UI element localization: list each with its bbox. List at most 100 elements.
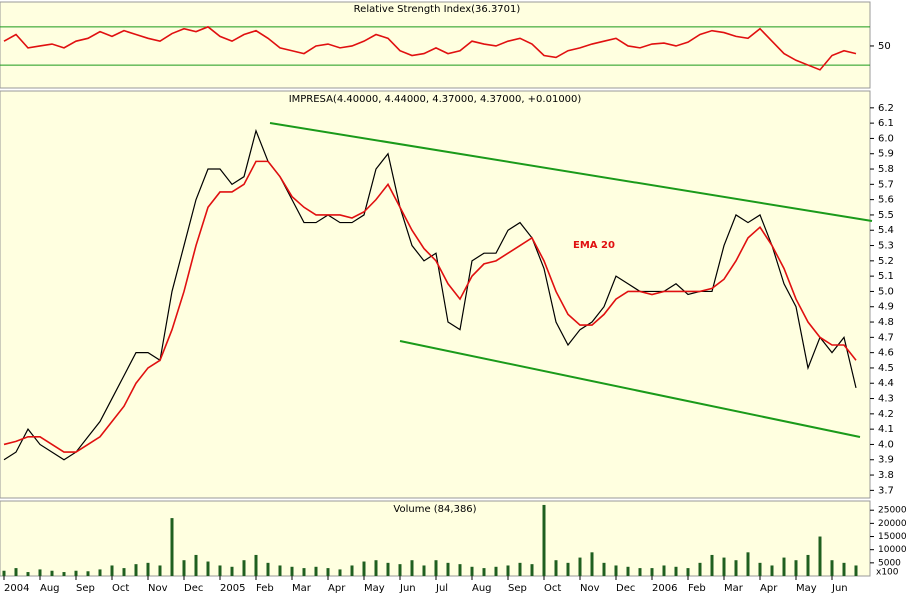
volume-bar xyxy=(134,564,138,576)
y-tick-label: 10000 xyxy=(878,545,907,555)
x-tick-label: May xyxy=(796,583,817,594)
volume-bar xyxy=(182,560,186,576)
volume-bar xyxy=(266,562,270,576)
volume-bar xyxy=(194,554,198,576)
series-line xyxy=(3,160,857,453)
volume-bar xyxy=(326,568,330,576)
y-tick-label: 5.2 xyxy=(878,256,894,267)
y-tick-label: 4.1 xyxy=(878,424,894,435)
volume-bar xyxy=(38,569,42,576)
trendline xyxy=(399,340,861,438)
volume-bar xyxy=(770,565,774,576)
volume-bar xyxy=(854,565,858,576)
y-tick-label: 25000 xyxy=(878,506,907,516)
volume-bar xyxy=(674,566,678,576)
y-tick-label: 3.8 xyxy=(878,470,894,481)
y-tick-label: 4.3 xyxy=(878,394,894,405)
volume-bar xyxy=(758,562,762,576)
volume-bar xyxy=(470,566,474,576)
volume-bar xyxy=(434,560,438,576)
x-tick-label: Apr xyxy=(760,583,778,594)
volume-bar xyxy=(74,570,78,576)
volume-bar xyxy=(374,560,378,576)
price-title: IMPRESA(4.40000, 4.44000, 4.37000, 4.370… xyxy=(289,94,582,105)
volume-bar xyxy=(722,557,726,576)
volume-bar xyxy=(530,564,534,576)
trendline xyxy=(269,122,873,222)
volume-bar xyxy=(578,557,582,576)
volume-bar xyxy=(350,565,354,576)
x-tick-label: Apr xyxy=(328,583,346,594)
y-tick-label: 5.7 xyxy=(878,179,894,190)
volume-bar xyxy=(614,565,618,576)
y-tick-label: 4.5 xyxy=(878,363,894,374)
volume-bar xyxy=(170,518,174,576)
volume-bar xyxy=(386,562,390,576)
volume-bar xyxy=(638,568,642,576)
y-tick-label: 4.2 xyxy=(878,409,894,420)
series-line xyxy=(3,128,857,461)
y-tick-label: 5.9 xyxy=(878,149,894,160)
x-tick-label: Feb xyxy=(256,583,274,594)
y-tick-label: 20000 xyxy=(878,519,907,529)
x-tick-label: 2004 xyxy=(4,583,29,594)
volume-bar xyxy=(254,554,258,576)
volume-bar xyxy=(218,565,222,576)
ema-annotation: EMA 20 xyxy=(573,240,615,251)
volume-bar xyxy=(590,552,594,576)
volume-bar xyxy=(398,564,402,576)
y-tick-label: 50 xyxy=(878,41,891,52)
x-tick-label: Feb xyxy=(688,583,706,594)
volume-bar xyxy=(242,560,246,576)
y-tick-label: 6.0 xyxy=(878,133,894,144)
volume-bar xyxy=(698,562,702,576)
x-tick-label: 2006 xyxy=(652,583,677,594)
volume-bar xyxy=(50,570,54,576)
x-tick-label: May xyxy=(364,583,385,594)
volume-bar xyxy=(602,562,606,576)
y-tick-label: 5.4 xyxy=(878,225,894,236)
x-tick-label: Dec xyxy=(616,583,635,594)
volume-title: Volume (84,386) xyxy=(393,504,476,515)
volume-bar xyxy=(542,504,546,576)
y-tick-label: 5.3 xyxy=(878,241,894,252)
volume-bar xyxy=(314,566,318,576)
volume-bar xyxy=(518,562,522,576)
y-tick-label: 6.2 xyxy=(878,103,894,114)
rsi-pane xyxy=(0,1,871,89)
x-tick-label: Aug xyxy=(40,583,60,594)
x-tick-label: Mar xyxy=(292,583,312,594)
y-tick-label: 3.9 xyxy=(878,455,894,466)
y-tick-label: 6.1 xyxy=(878,118,894,129)
volume-bar xyxy=(746,552,750,576)
y-tick-label: 15000 xyxy=(878,532,907,542)
volume-bar xyxy=(422,565,426,576)
volume-bar xyxy=(818,536,822,576)
y-tick-label: 5.0 xyxy=(878,286,894,297)
volume-bar xyxy=(446,562,450,576)
x-tick-label: Sep xyxy=(76,583,95,594)
y-tick-label: 4.4 xyxy=(878,378,894,389)
x-tick-label: Jul xyxy=(435,583,448,594)
x-tick-label: Sep xyxy=(508,583,527,594)
volume-bar xyxy=(2,570,6,576)
x-tick-label: Oct xyxy=(544,583,561,594)
volume-bar xyxy=(830,560,834,576)
x-tick-label: Nov xyxy=(148,583,168,594)
y-tick-label: 4.9 xyxy=(878,302,894,313)
volume-bar xyxy=(338,569,342,576)
y-tick-label: 5.1 xyxy=(878,271,894,282)
y-tick-label: 4.6 xyxy=(878,348,894,359)
volume-bar xyxy=(734,560,738,576)
x-tick-label: Jun xyxy=(399,583,416,594)
x-tick-label: Aug xyxy=(472,583,492,594)
volume-bar xyxy=(566,562,570,576)
volume-bar xyxy=(494,566,498,576)
y-tick-label: 5.6 xyxy=(878,195,894,206)
y-tick-label: 5000 xyxy=(878,558,901,568)
volume-bar xyxy=(302,568,306,576)
volume-bar xyxy=(842,562,846,576)
volume-bar xyxy=(14,568,18,576)
